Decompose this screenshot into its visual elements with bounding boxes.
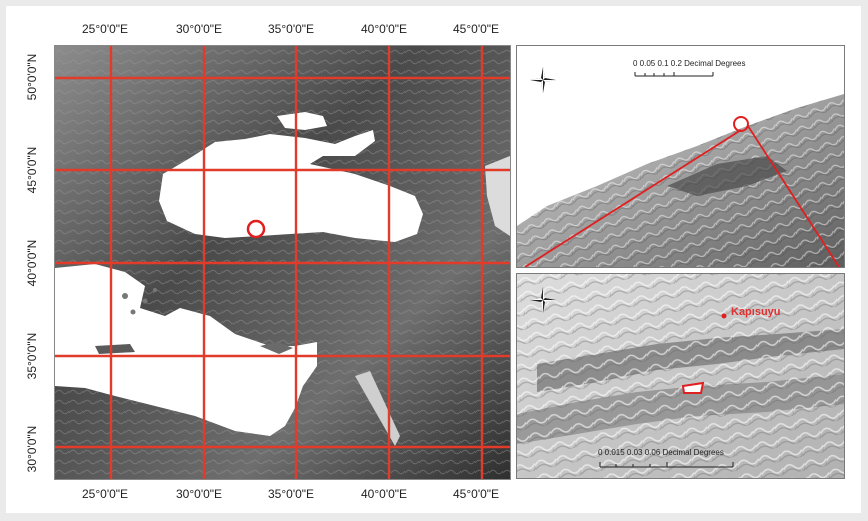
main-map-panel — [54, 45, 511, 480]
lon-label-bottom-30: 30°0'0"E — [176, 487, 223, 501]
inset-top-scale-bar — [634, 72, 714, 77]
lon-label-top-30: 30°0'0"E — [176, 22, 223, 36]
town-marker — [721, 313, 727, 319]
inset-bottom-svg — [517, 274, 844, 478]
inset-bottom-scale-bar — [599, 462, 734, 468]
graticule — [55, 46, 510, 479]
inset-bottom-scale-label: 0 0.015 0.03 0.06 Decimal Degrees — [598, 448, 724, 457]
lon-label-top-45: 45°0'0"E — [453, 22, 500, 36]
black-sea — [159, 130, 423, 242]
north-arrow-icon — [530, 67, 556, 93]
town-label: Kapısuyu — [731, 306, 781, 318]
lat-label-35: 35°0'0"N — [25, 332, 39, 380]
sea-of-azov — [277, 112, 327, 130]
lat-label-30: 30°0'0"N — [25, 425, 39, 473]
inset-bottom-panel: Kapısuyu 0 0.015 0.03 0.06 Decimal Degre… — [516, 273, 845, 479]
mediterranean-sea — [55, 264, 317, 436]
lon-label-top-40: 40°0'0"E — [361, 22, 408, 36]
main-map-svg — [55, 46, 510, 479]
caspian-sea — [485, 156, 510, 236]
north-arrow-icon — [530, 287, 556, 313]
lat-label-40: 40°0'0"N — [25, 239, 39, 287]
study-area-marker — [246, 219, 266, 239]
lon-label-top-35: 35°0'0"E — [268, 22, 315, 36]
lat-label-50: 50°0'0"N — [25, 53, 39, 101]
lon-label-bottom-45: 45°0'0"E — [453, 487, 500, 501]
lon-label-bottom-35: 35°0'0"E — [268, 487, 315, 501]
lon-label-bottom-40: 40°0'0"E — [361, 487, 408, 501]
cyprus — [260, 342, 293, 354]
inset-top-svg — [517, 72, 844, 267]
crete — [95, 344, 135, 354]
inset-top-scale-label: 0 0.05 0.1 0.2 Decimal Degrees — [633, 59, 746, 68]
lon-label-bottom-25: 25°0'0"E — [82, 487, 129, 501]
lat-label-45: 45°0'0"N — [25, 146, 39, 194]
lon-label-top-25: 25°0'0"E — [82, 22, 129, 36]
inset-top-panel: 0 0.05 0.1 0.2 Decimal Degrees — [516, 45, 845, 268]
study-site-polygon — [681, 381, 705, 394]
